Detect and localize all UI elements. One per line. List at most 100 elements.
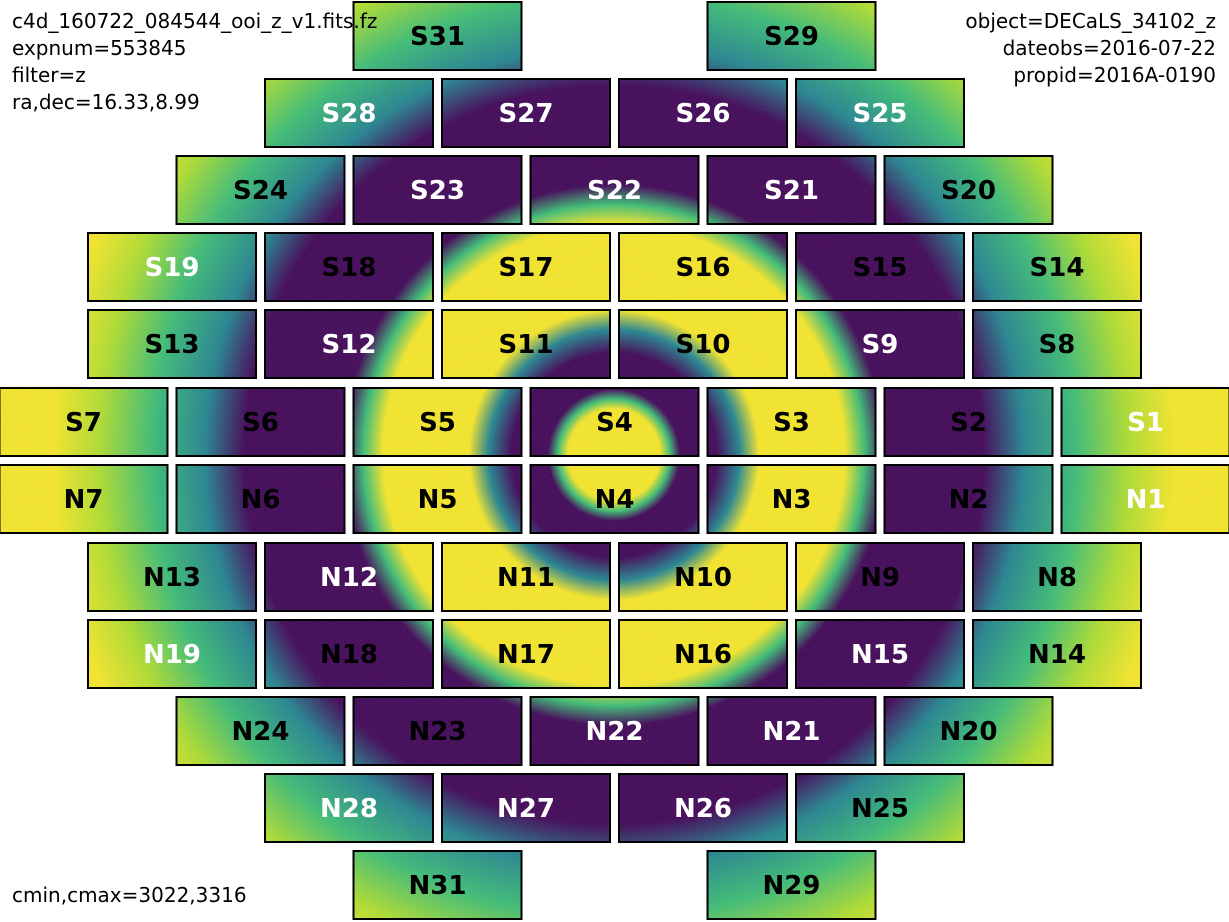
ccd-border [706, 464, 877, 534]
ccd-noise [706, 387, 877, 457]
ccd-noise [441, 619, 611, 689]
ccd-border [441, 78, 611, 148]
radec-text: ra,dec=16.33,8.99 [12, 90, 200, 114]
ccd-label: S25 [853, 99, 908, 129]
ccd-label: N7 [64, 485, 104, 515]
ccd-s3: S3 [706, 387, 877, 457]
ccd-n21: N21 [706, 696, 877, 766]
ccd-label: S3 [773, 408, 810, 438]
ccd-border [618, 542, 788, 612]
ccd-noise [529, 464, 700, 534]
ccd-label: S20 [941, 176, 996, 206]
ccd-s14: S14 [972, 232, 1142, 302]
ccd-noise [264, 773, 434, 843]
ccd-label: S6 [242, 408, 279, 438]
ccd-border [352, 696, 523, 766]
ccd-label: S27 [499, 99, 554, 129]
ccd-label: S23 [410, 176, 465, 206]
ccd-label: N18 [320, 640, 378, 670]
ccd-s2: S2 [883, 387, 1054, 457]
ccd-noise [264, 78, 434, 148]
ccd-noise [175, 155, 346, 225]
ccd-n14: N14 [972, 619, 1142, 689]
ccd-s22: S22 [529, 155, 700, 225]
ccd-label: S13 [145, 330, 200, 360]
ccd-border [795, 78, 965, 148]
ccd-noise [883, 464, 1054, 534]
ccd-s18: S18 [264, 232, 434, 302]
ccd-border [352, 1, 523, 71]
filename-text: c4d_160722_084544_ooi_z_v1.fits.fz [12, 9, 378, 33]
ccd-noise [618, 619, 788, 689]
ccd-label: S1 [1127, 408, 1164, 438]
ccd-border [972, 542, 1142, 612]
ccd-s25: S25 [795, 78, 965, 148]
ccd-noise [795, 773, 965, 843]
ccd-label: S19 [145, 253, 200, 283]
ccd-noise [795, 309, 965, 379]
ccd-noise [175, 387, 346, 457]
ccd-border [264, 773, 434, 843]
ccd-label: N26 [674, 794, 732, 824]
ccd-s21: S21 [706, 155, 877, 225]
ccd-border [441, 542, 611, 612]
ccd-border [795, 619, 965, 689]
ccd-label: N21 [763, 717, 821, 747]
ccd-border [1060, 387, 1229, 457]
ccd-n16: N16 [618, 619, 788, 689]
ccd-noise [0, 464, 169, 534]
ccd-noise [264, 232, 434, 302]
ccd-label: S11 [499, 330, 554, 360]
ccd-label: S21 [764, 176, 819, 206]
ccd-noise [87, 309, 257, 379]
ccd-noise [972, 309, 1142, 379]
ccd-s27: S27 [441, 78, 611, 148]
ccd-label: N13 [143, 563, 201, 593]
ccd-n17: N17 [441, 619, 611, 689]
ccd-label: N22 [586, 717, 644, 747]
ccd-n22: N22 [529, 696, 700, 766]
ccd-border [441, 773, 611, 843]
ccd-s16: S16 [618, 232, 788, 302]
ccd-n31: N31 [352, 850, 523, 920]
ccd-noise [1060, 464, 1229, 534]
ccd-noise [87, 542, 257, 612]
ccd-border [87, 619, 257, 689]
ccd-border [706, 850, 877, 920]
ccd-n26: N26 [618, 773, 788, 843]
ccd-n11: N11 [441, 542, 611, 612]
ccd-n2: N2 [883, 464, 1054, 534]
ccd-border [618, 78, 788, 148]
ccd-n5: N5 [352, 464, 523, 534]
ccd-noise [618, 78, 788, 148]
ccd-s17: S17 [441, 232, 611, 302]
ccd-border [883, 696, 1054, 766]
ccd-border [883, 155, 1054, 225]
ccd-label: N6 [241, 485, 281, 515]
ccd-border [529, 464, 700, 534]
ccd-border [706, 696, 877, 766]
ccd-n27: N27 [441, 773, 611, 843]
ccd-s11: S11 [441, 309, 611, 379]
ccd-border [972, 309, 1142, 379]
ccd-n29: N29 [706, 850, 877, 920]
ccd-s31: S31 [352, 1, 523, 71]
ccd-border [972, 232, 1142, 302]
ccd-border [441, 309, 611, 379]
ccd-noise [0, 387, 169, 457]
ccd-noise [441, 309, 611, 379]
ccd-border [352, 155, 523, 225]
ccd-s29: S29 [706, 1, 877, 71]
ccd-border [264, 542, 434, 612]
ccd-label: N10 [674, 563, 732, 593]
header-right-info: object=DECaLS_34102_z dateobs=2016-07-22… [965, 8, 1216, 89]
ccd-border [87, 232, 257, 302]
ccd-border [618, 309, 788, 379]
ccd-s19: S19 [87, 232, 257, 302]
ccd-border [618, 773, 788, 843]
ccd-border [264, 309, 434, 379]
ccd-noise [87, 619, 257, 689]
ccd-label: N2 [949, 485, 989, 515]
ccd-label: N31 [409, 871, 467, 901]
ccd-label: S15 [853, 253, 908, 283]
